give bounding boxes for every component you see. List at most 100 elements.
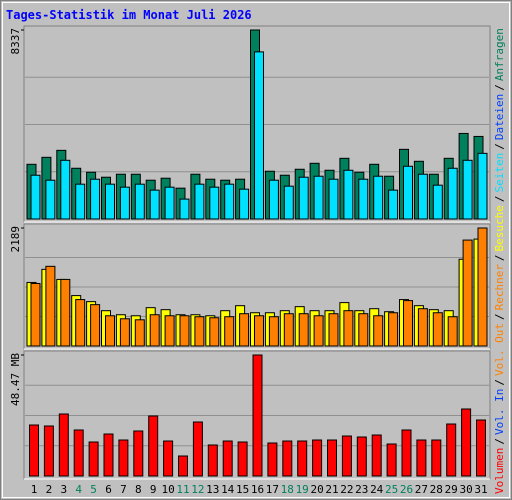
bar [327, 439, 337, 477]
bar [43, 425, 54, 477]
bar [476, 419, 486, 477]
x-tick-label: 16 [251, 483, 264, 496]
bar [134, 319, 145, 347]
bar [209, 186, 220, 220]
legend-separator: / [493, 313, 506, 320]
x-tick-label: 6 [105, 483, 112, 496]
x-tick-label: 20 [310, 483, 323, 496]
bar [134, 183, 145, 220]
bar [90, 178, 101, 220]
x-tick-label: 9 [150, 483, 157, 496]
x-tick-label: 2 [46, 483, 53, 496]
x-tick-label: 10 [161, 483, 174, 496]
bar [403, 165, 413, 220]
bar [371, 434, 382, 477]
bar [118, 439, 129, 477]
bar [312, 439, 323, 477]
bar [224, 316, 235, 347]
chart-title: Tages-Statistik im Monat Juli 2026 [6, 8, 252, 22]
bar [30, 174, 41, 220]
bar [105, 315, 115, 347]
bar [297, 440, 308, 477]
x-tick-label: 19 [296, 483, 309, 496]
bar [30, 282, 41, 347]
bar [386, 443, 397, 477]
bar [388, 312, 399, 347]
bar [328, 178, 339, 220]
x-tick-label: 29 [445, 483, 458, 496]
bar [267, 442, 278, 477]
bar [163, 440, 174, 477]
bar [431, 439, 442, 477]
bar [313, 315, 324, 347]
x-tick-label: 11 [176, 483, 189, 496]
y-tick-label: 48.47 MB [9, 353, 22, 406]
bar [283, 185, 294, 220]
x-tick-label: 14 [221, 483, 235, 496]
bar [298, 313, 309, 347]
x-tick-label: 12 [191, 483, 204, 496]
legend-item: Anfragen [493, 28, 506, 81]
bar [417, 308, 428, 347]
x-tick-label: 3 [60, 483, 67, 496]
bar [45, 265, 56, 347]
bar [75, 299, 86, 347]
bar [477, 152, 488, 220]
x-tick-label: 8 [135, 483, 142, 496]
x-tick-label: 28 [430, 483, 443, 496]
bar [447, 316, 458, 347]
bar [192, 421, 203, 477]
bar [88, 441, 99, 477]
legend-separator: / [493, 438, 506, 445]
bar [356, 436, 367, 477]
bar [282, 440, 293, 477]
x-tick-label: 18 [281, 483, 294, 496]
bar [432, 312, 443, 347]
bar [58, 413, 69, 477]
legend-item: Besuche [493, 205, 506, 251]
bar [119, 186, 130, 220]
bar [239, 313, 250, 347]
bar [75, 183, 86, 220]
bar [164, 315, 175, 347]
bar [328, 313, 339, 347]
legend-item: Volumen [493, 448, 506, 494]
bar [224, 183, 235, 220]
bar [29, 424, 39, 477]
bar [283, 313, 294, 347]
bar [119, 318, 130, 347]
x-tick-label: 13 [206, 483, 219, 496]
bar [432, 184, 443, 220]
x-tick-label: 30 [459, 483, 472, 496]
legend-item: Seiten [493, 153, 506, 193]
bar [313, 175, 324, 220]
bar [73, 429, 84, 477]
x-tick-label: 23 [355, 483, 368, 496]
legend-item: Vol. Out [493, 323, 506, 376]
bar [179, 198, 190, 220]
bar [164, 186, 175, 220]
bar [254, 51, 264, 220]
bar [477, 227, 488, 347]
bar [239, 188, 250, 220]
legend-separator: / [493, 195, 506, 202]
bar [103, 433, 114, 477]
x-tick-label: 7 [120, 483, 127, 496]
bar [90, 304, 101, 347]
y-tick-label: 2189 [9, 226, 22, 253]
bar [194, 316, 205, 347]
legend-separator: / [493, 84, 506, 91]
bar [254, 315, 264, 347]
x-tick-label: 27 [415, 483, 428, 496]
bar [403, 300, 413, 347]
x-tick-label: 15 [236, 483, 249, 496]
x-tick-label: 1 [31, 483, 38, 496]
bar [358, 313, 369, 347]
x-tick-label: 31 [474, 483, 487, 496]
x-tick-label: 22 [340, 483, 353, 496]
bar [60, 278, 71, 347]
legend-separator: / [493, 379, 506, 386]
bar [179, 315, 190, 347]
